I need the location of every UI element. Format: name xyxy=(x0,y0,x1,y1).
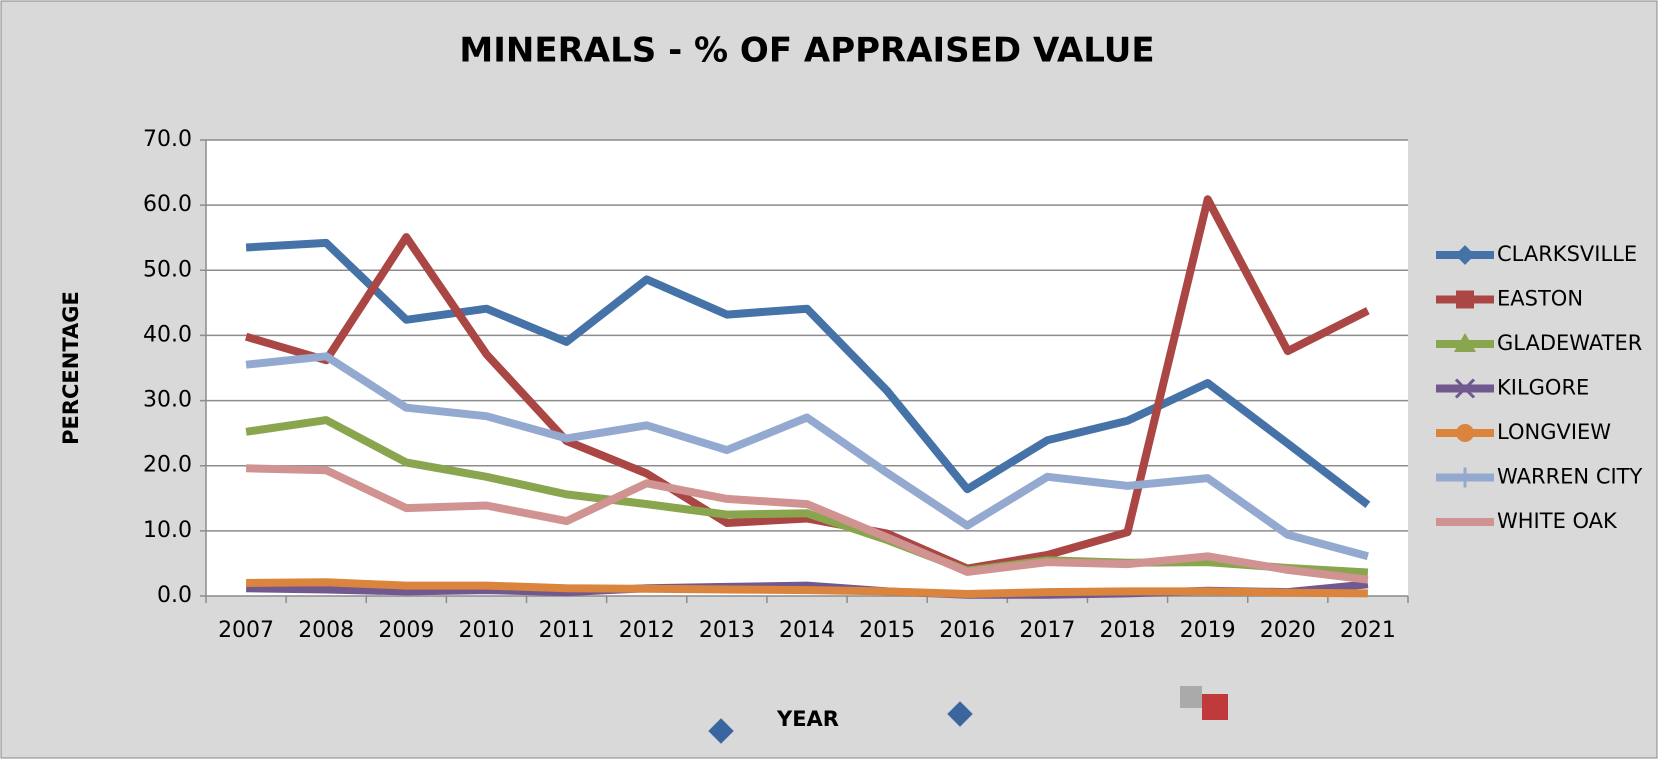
y-tick-label: 40.0 xyxy=(143,322,192,347)
legend-label: CLARKSVILLE xyxy=(1497,242,1637,266)
x-tick-label: 2019 xyxy=(1180,618,1236,643)
stray-marker xyxy=(1202,694,1228,720)
x-tick-label: 2021 xyxy=(1340,618,1396,643)
legend-marker xyxy=(1456,290,1474,309)
x-tick-label: 2018 xyxy=(1100,618,1156,643)
x-tick-label: 2015 xyxy=(859,618,915,643)
series-line xyxy=(246,464,1369,584)
series-line xyxy=(244,195,1370,573)
stray-marker xyxy=(708,718,734,744)
y-tick-label: 30.0 xyxy=(143,388,192,413)
legend-marker xyxy=(1454,378,1476,399)
x-tick-label: 2014 xyxy=(779,618,835,643)
x-tick-label: 2017 xyxy=(1019,618,1075,643)
x-tick-label: 2020 xyxy=(1260,618,1316,643)
x-tick-label: 2008 xyxy=(298,618,354,643)
y-tick-label: 70.0 xyxy=(143,127,192,152)
legend-item: KILGORE xyxy=(1436,376,1589,400)
legend-label: LONGVIEW xyxy=(1497,420,1611,444)
x-tick-label: 2007 xyxy=(218,618,274,643)
stray-marker xyxy=(1180,686,1202,708)
legend-marker xyxy=(1454,333,1476,352)
legend-item: WARREN CITY xyxy=(1436,465,1643,489)
x-tick-label: 2016 xyxy=(939,618,995,643)
y-tick-label: 50.0 xyxy=(143,257,192,282)
legend-marker xyxy=(1455,245,1475,265)
x-tick-label: 2013 xyxy=(699,618,755,643)
legend-label: GLADEWATER xyxy=(1497,331,1642,355)
legend-item: CLARKSVILLE xyxy=(1436,242,1637,266)
y-tick-label: 10.0 xyxy=(143,518,192,543)
y-tick-label: 20.0 xyxy=(143,453,192,478)
x-axis-label: YEAR xyxy=(776,707,839,731)
y-axis-label: PERCENTAGE xyxy=(59,291,83,445)
series-line xyxy=(246,578,1368,598)
stray-marker xyxy=(947,701,973,727)
x-tick-label: 2011 xyxy=(539,618,595,643)
legend-label: EASTON xyxy=(1497,287,1583,311)
legend-item: EASTON xyxy=(1436,287,1583,311)
stray-markers xyxy=(708,686,1228,744)
series-line xyxy=(245,352,1369,561)
x-tick-label: 2012 xyxy=(619,618,675,643)
legend-label: WHITE OAK xyxy=(1497,509,1618,533)
legend-item: LONGVIEW xyxy=(1436,420,1611,444)
legend-marker xyxy=(1456,424,1474,442)
x-tick-label: 2009 xyxy=(378,618,434,643)
chart-title: MINERALS - % OF APPRAISED VALUE xyxy=(459,31,1154,71)
legend-item: WHITE OAK xyxy=(1436,509,1618,533)
legend-item: GLADEWATER xyxy=(1436,331,1642,355)
y-tick-label: 60.0 xyxy=(143,192,192,217)
plot-area xyxy=(206,140,1408,596)
legend-label: KILGORE xyxy=(1497,376,1589,400)
series-line xyxy=(245,238,1371,508)
x-tick-label: 2010 xyxy=(458,618,514,643)
legend-label: WARREN CITY xyxy=(1497,465,1643,489)
y-tick-label: 0.0 xyxy=(157,583,192,608)
